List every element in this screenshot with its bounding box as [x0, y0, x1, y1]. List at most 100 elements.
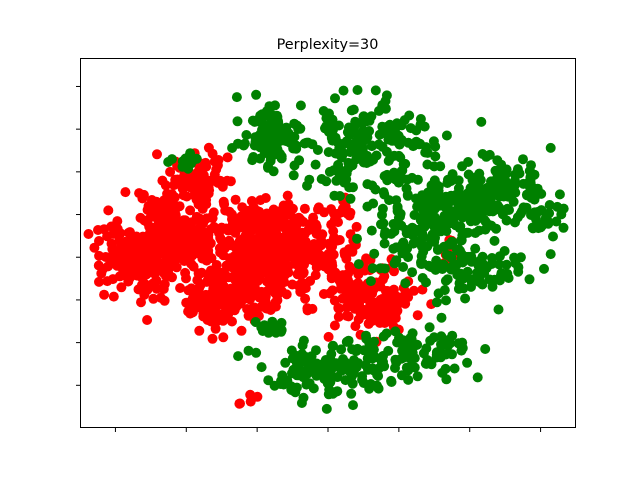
- data-point: [291, 143, 302, 154]
- data-point: [282, 190, 293, 201]
- data-point: [249, 282, 260, 293]
- data-point: [509, 175, 520, 186]
- data-point: [390, 174, 401, 185]
- data-point: [114, 271, 125, 282]
- data-point: [333, 311, 344, 322]
- data-point: [207, 333, 218, 344]
- data-point: [407, 172, 417, 183]
- data-point: [249, 271, 260, 282]
- data-point: [477, 262, 488, 273]
- data-point: [234, 281, 245, 292]
- data-point: [445, 176, 456, 187]
- data-point: [483, 219, 494, 230]
- data-point: [244, 293, 255, 304]
- data-point: [409, 210, 420, 220]
- data-point: [135, 212, 146, 223]
- data-point: [370, 184, 381, 195]
- data-point: [154, 235, 165, 246]
- data-point: [288, 385, 298, 396]
- data-point: [450, 220, 461, 231]
- data-point: [375, 263, 386, 274]
- data-point: [388, 243, 399, 254]
- data-point: [227, 219, 238, 229]
- data-point: [301, 379, 312, 390]
- data-point: [396, 220, 407, 231]
- data-point: [199, 215, 210, 226]
- data-point: [489, 235, 500, 246]
- data-point: [309, 256, 320, 267]
- data-point: [456, 235, 467, 246]
- data-point: [373, 139, 384, 150]
- data-point: [161, 271, 172, 282]
- data-point: [308, 383, 319, 394]
- data-point: [93, 225, 103, 235]
- data-point: [525, 173, 536, 184]
- data-point: [552, 201, 563, 212]
- data-point: [199, 184, 209, 195]
- data-point: [480, 344, 491, 354]
- data-point: [288, 170, 299, 181]
- data-point: [194, 325, 205, 336]
- data-point: [292, 253, 303, 264]
- data-point: [251, 347, 262, 358]
- data-point: [509, 252, 520, 263]
- data-point: [192, 230, 203, 241]
- data-point: [186, 158, 196, 169]
- data-point: [525, 166, 536, 177]
- data-point: [494, 251, 505, 262]
- data-point: [310, 270, 321, 281]
- data-point: [83, 229, 94, 239]
- data-point: [421, 277, 431, 288]
- data-point: [398, 262, 409, 272]
- data-point: [261, 254, 272, 265]
- data-point: [337, 203, 348, 214]
- data-point: [411, 125, 422, 136]
- data-point: [397, 239, 408, 250]
- data-point: [231, 92, 242, 103]
- data-point: [482, 182, 493, 193]
- data-point: [225, 283, 236, 294]
- data-point: [125, 260, 136, 271]
- data-point: [453, 183, 464, 194]
- data-point: [317, 370, 328, 381]
- data-point: [548, 231, 558, 242]
- data-point: [117, 248, 128, 259]
- data-point: [476, 116, 487, 127]
- data-point: [346, 292, 357, 303]
- data-point: [336, 344, 347, 355]
- data-point: [256, 301, 267, 312]
- data-point: [255, 195, 266, 206]
- data-point: [165, 166, 176, 177]
- data-point: [138, 278, 149, 289]
- data-point: [352, 233, 362, 244]
- data-point: [297, 282, 308, 293]
- data-point: [258, 119, 269, 130]
- data-point: [489, 274, 500, 285]
- data-point: [426, 359, 437, 370]
- data-point: [462, 357, 473, 368]
- data-point: [259, 148, 270, 159]
- data-point: [185, 182, 196, 193]
- data-point: [230, 194, 241, 205]
- data-point: [237, 250, 248, 261]
- data-point: [211, 260, 222, 270]
- data-point: [450, 261, 461, 272]
- data-point: [323, 147, 334, 158]
- data-point: [407, 222, 418, 233]
- data-point: [500, 168, 511, 179]
- data-point: [415, 138, 425, 149]
- data-point: [108, 291, 119, 302]
- data-point: [384, 195, 395, 206]
- data-point: [301, 137, 312, 148]
- data-point: [390, 363, 400, 373]
- data-point: [208, 207, 219, 218]
- data-point: [453, 175, 464, 186]
- data-point: [353, 314, 364, 325]
- data-point: [261, 208, 272, 219]
- data-point: [382, 121, 393, 132]
- data-point: [163, 157, 174, 167]
- data-point: [297, 340, 308, 351]
- points-layer: [83, 85, 569, 414]
- data-point: [257, 132, 268, 142]
- data-point: [269, 223, 280, 234]
